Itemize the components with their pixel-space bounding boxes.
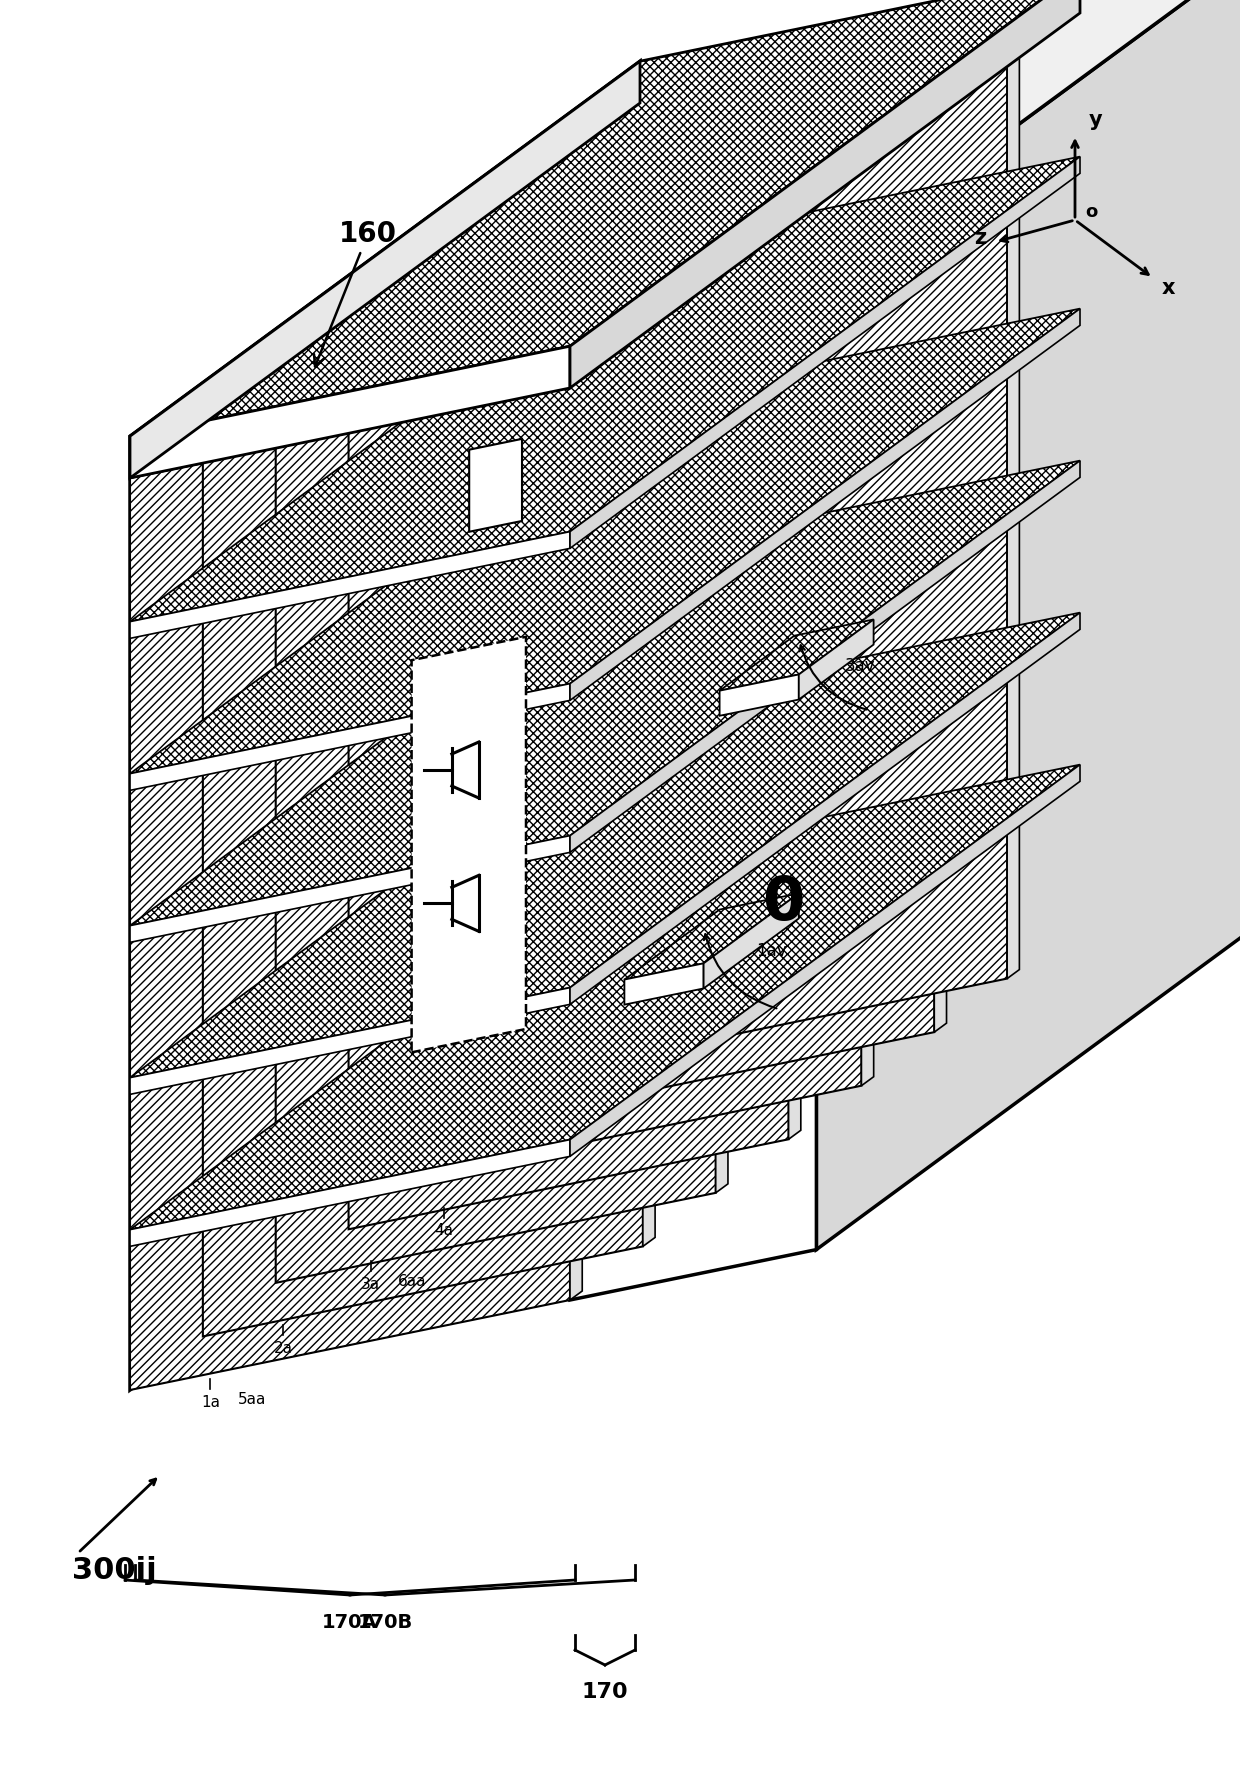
- Polygon shape: [570, 764, 1080, 1157]
- Polygon shape: [570, 380, 583, 1301]
- Polygon shape: [570, 613, 1080, 1005]
- Text: 1av: 1av: [756, 941, 786, 959]
- Text: o: o: [1085, 203, 1097, 221]
- Polygon shape: [789, 217, 801, 1139]
- Polygon shape: [130, 308, 1080, 773]
- Polygon shape: [934, 110, 946, 1032]
- Polygon shape: [1100, 0, 1240, 911]
- Polygon shape: [130, 157, 1080, 622]
- Polygon shape: [625, 964, 703, 1005]
- Polygon shape: [275, 273, 728, 371]
- Polygon shape: [203, 335, 642, 1337]
- Polygon shape: [570, 273, 816, 1301]
- Text: 3av: 3av: [844, 658, 875, 675]
- Text: 170B: 170B: [357, 1613, 413, 1632]
- Polygon shape: [130, 346, 570, 478]
- Text: 2a: 2a: [274, 1340, 293, 1356]
- Polygon shape: [130, 0, 1080, 437]
- Polygon shape: [1007, 57, 1019, 978]
- Text: 160: 160: [314, 219, 397, 367]
- Polygon shape: [495, 110, 946, 210]
- Polygon shape: [412, 636, 526, 1053]
- Polygon shape: [130, 61, 640, 1390]
- Text: 5aa: 5aa: [238, 1392, 267, 1408]
- Polygon shape: [625, 893, 799, 980]
- Polygon shape: [130, 684, 570, 791]
- Polygon shape: [642, 326, 655, 1246]
- Text: y: y: [1089, 110, 1102, 130]
- Text: 6aa: 6aa: [398, 1274, 427, 1288]
- Text: z: z: [973, 228, 986, 248]
- Polygon shape: [469, 438, 522, 531]
- Polygon shape: [130, 987, 570, 1094]
- Polygon shape: [570, 0, 1240, 323]
- Text: 170A: 170A: [322, 1613, 378, 1632]
- Text: 170: 170: [582, 1682, 629, 1702]
- Polygon shape: [570, 157, 1080, 549]
- Polygon shape: [348, 217, 801, 317]
- Polygon shape: [422, 164, 874, 264]
- Polygon shape: [422, 173, 862, 1176]
- Polygon shape: [203, 326, 655, 424]
- Polygon shape: [130, 460, 1080, 925]
- Polygon shape: [130, 764, 1080, 1230]
- Polygon shape: [130, 836, 570, 943]
- Polygon shape: [130, 388, 570, 1390]
- Text: x: x: [1161, 278, 1174, 298]
- Polygon shape: [567, 66, 1007, 1069]
- Polygon shape: [862, 164, 874, 1085]
- Text: 0: 0: [763, 875, 805, 934]
- Polygon shape: [799, 620, 874, 700]
- Text: 300ij: 300ij: [72, 1556, 156, 1584]
- Polygon shape: [703, 893, 799, 989]
- Polygon shape: [570, 460, 1080, 852]
- Text: 4a: 4a: [434, 1222, 453, 1238]
- Polygon shape: [715, 273, 728, 1192]
- Polygon shape: [130, 531, 570, 638]
- Polygon shape: [275, 282, 715, 1283]
- Text: 1a: 1a: [201, 1395, 219, 1410]
- Polygon shape: [495, 119, 934, 1123]
- Polygon shape: [130, 1140, 570, 1246]
- Polygon shape: [719, 674, 799, 716]
- Polygon shape: [130, 380, 583, 478]
- Polygon shape: [348, 228, 789, 1230]
- Polygon shape: [570, 308, 1080, 700]
- Polygon shape: [130, 613, 1080, 1078]
- Polygon shape: [570, 0, 1080, 388]
- Polygon shape: [567, 57, 1019, 157]
- Polygon shape: [719, 620, 874, 691]
- Polygon shape: [130, 61, 640, 478]
- Polygon shape: [816, 0, 1240, 1249]
- Text: 3a: 3a: [361, 1276, 381, 1292]
